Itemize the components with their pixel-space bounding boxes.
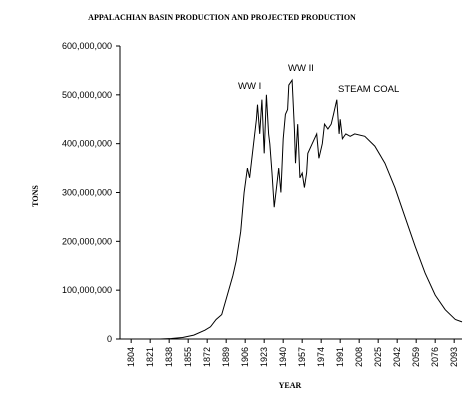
y-tick-label: 500,000,000 <box>62 90 112 100</box>
x-tick-label: 1974 <box>316 347 326 367</box>
x-tick-label: 1991 <box>335 347 345 367</box>
annotation: WW I <box>238 81 261 92</box>
x-axis-label: YEAR <box>279 381 302 390</box>
x-tick-label: 1838 <box>164 347 174 367</box>
annotation: WW II <box>288 63 314 74</box>
x-tick-label: 1906 <box>240 347 250 367</box>
x-tick-label: 1855 <box>183 347 193 367</box>
x-tick-label: 1821 <box>145 347 155 367</box>
x-tick-label: 2025 <box>373 347 383 367</box>
y-tick-label: 400,000,000 <box>62 139 112 149</box>
x-tick-label: 1889 <box>221 347 231 367</box>
y-tick-label: 600,000,000 <box>62 41 112 51</box>
x-tick-label: 1872 <box>202 347 212 367</box>
x-tick-label: 2042 <box>392 347 402 367</box>
chart-title: APPALACHIAN BASIN PRODUCTION AND PROJECT… <box>88 13 356 22</box>
x-tick-label: 2059 <box>411 347 421 367</box>
y-axis-label: TONS <box>31 185 40 207</box>
data-line <box>126 78 463 340</box>
y-tick-label: 100,000,000 <box>62 285 112 295</box>
x-tick-label: 2093 <box>449 347 459 367</box>
y-tick-label: 0 <box>107 334 112 344</box>
x-tick-label: 2076 <box>430 347 440 367</box>
x-tick-label: 1923 <box>259 347 269 367</box>
x-tick-label: 1804 <box>126 347 136 367</box>
y-tick-label: 300,000,000 <box>62 188 112 198</box>
x-tick-label: 1957 <box>297 347 307 367</box>
annotation: STEAM COAL <box>338 84 399 95</box>
x-tick-label: 1940 <box>278 347 288 367</box>
y-tick-label: 200,000,000 <box>62 236 112 246</box>
x-tick-label: 2008 <box>354 347 364 367</box>
